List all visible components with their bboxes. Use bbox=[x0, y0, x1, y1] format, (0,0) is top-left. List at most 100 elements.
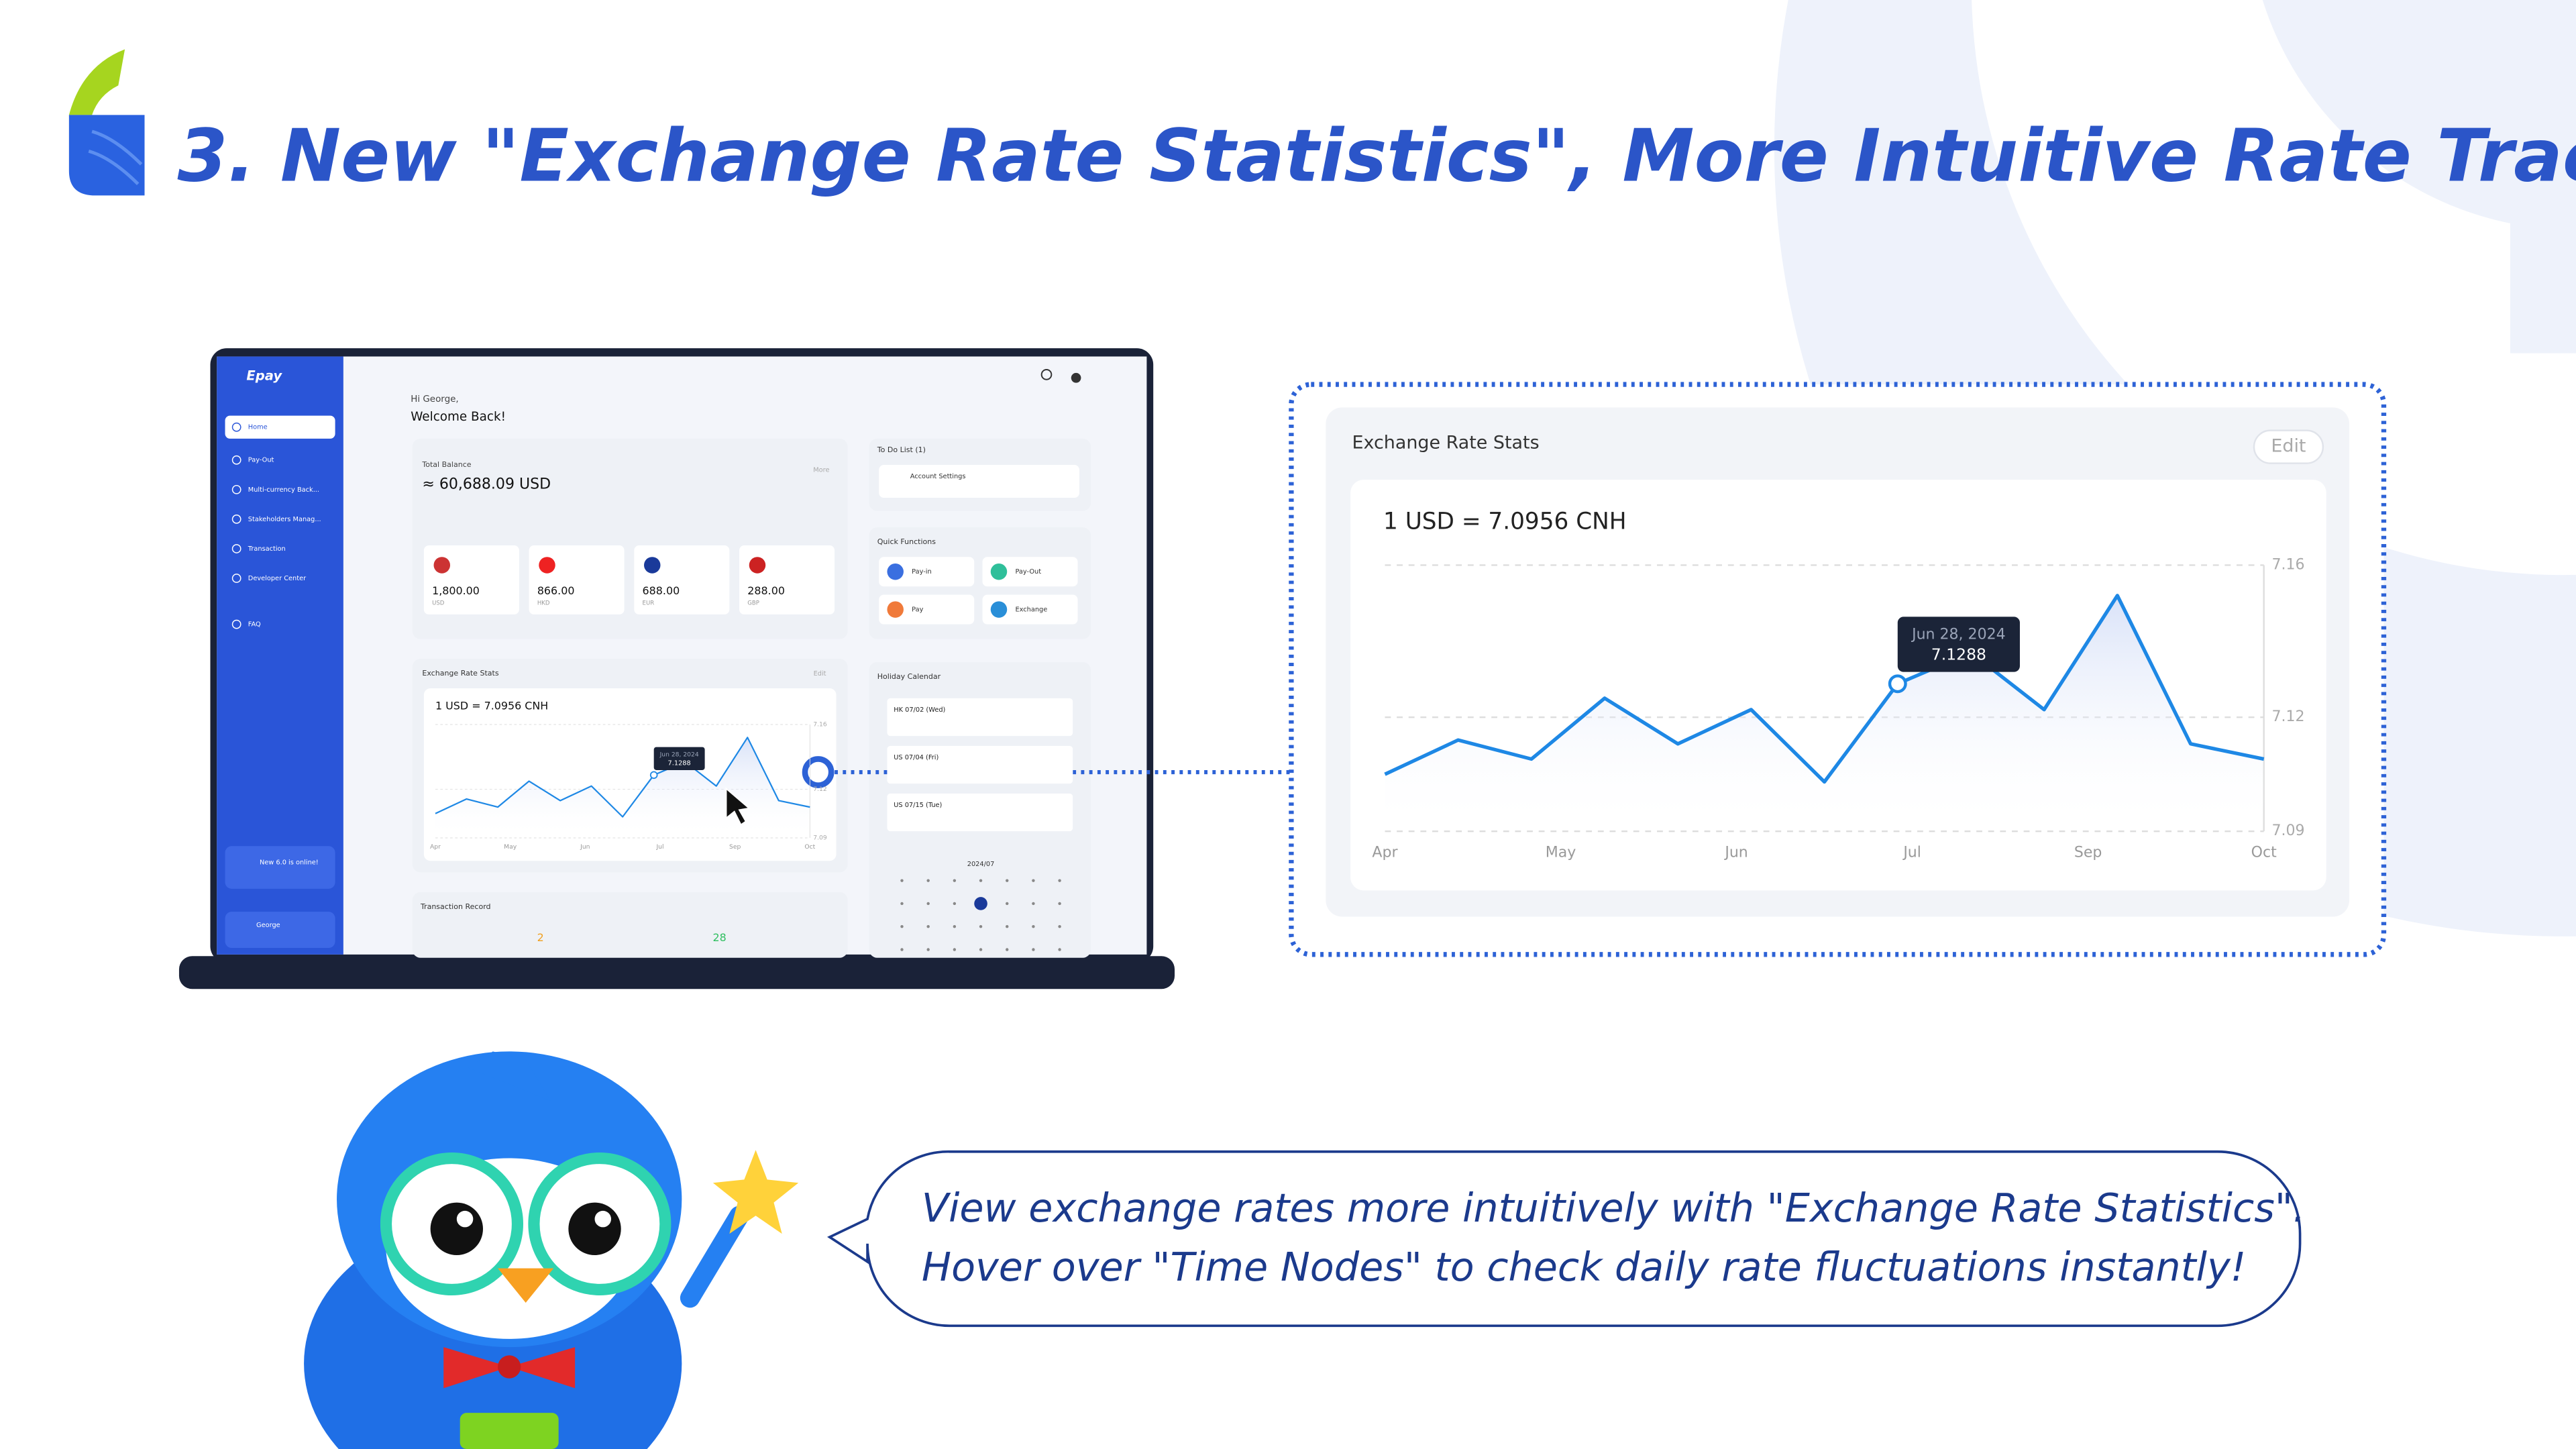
message-line: Hover over "Time Nodes" to check daily r… bbox=[922, 1244, 2246, 1290]
calendar-day bbox=[953, 902, 957, 906]
speech-bubble bbox=[826, 1150, 2302, 1328]
edit-button[interactable]: Edit bbox=[2271, 436, 2306, 457]
nav-icon bbox=[231, 574, 241, 583]
nav-icon bbox=[231, 619, 241, 629]
x-tick-label: Jun bbox=[1723, 845, 1748, 861]
x-tick-label: Jun bbox=[580, 843, 590, 851]
more-link[interactable]: More bbox=[813, 466, 829, 474]
card-title: To Do List (1) bbox=[877, 445, 926, 454]
rate-headline: 1 USD = 7.0956 CNH bbox=[435, 700, 548, 712]
holiday-text: US 07/15 (Tue) bbox=[894, 802, 942, 809]
calendar-day bbox=[953, 925, 957, 928]
balance-amount: ≈ 60,688.09 USD bbox=[422, 476, 551, 492]
quick-button bbox=[982, 594, 1078, 625]
quick-item[interactable]: Exchange bbox=[1015, 606, 1047, 614]
calendar-day bbox=[900, 902, 904, 906]
todo-item: Account Settings bbox=[910, 473, 966, 480]
calendar-day bbox=[926, 902, 930, 906]
flag bbox=[433, 557, 451, 574]
calendar-day bbox=[1032, 925, 1035, 928]
welcome: Welcome Back! bbox=[411, 410, 506, 424]
user-name: George bbox=[256, 922, 280, 929]
quick-item[interactable]: Pay-in bbox=[912, 568, 932, 576]
nav-item[interactable]: Home bbox=[248, 424, 268, 431]
nav-item[interactable]: Stakeholders Manag... bbox=[248, 516, 321, 523]
nav-item[interactable]: Transaction bbox=[248, 545, 286, 553]
rate-area bbox=[1385, 595, 2264, 832]
nav-item[interactable]: FAQ bbox=[248, 621, 261, 629]
flag bbox=[749, 557, 766, 574]
calendar-day bbox=[979, 948, 983, 951]
calendar-day bbox=[926, 948, 930, 951]
active-nav bbox=[225, 415, 335, 439]
rate-line bbox=[435, 737, 810, 818]
x-tick-label: May bbox=[504, 843, 517, 851]
tooltip bbox=[653, 747, 705, 770]
nav-icon bbox=[231, 544, 241, 553]
tooltip-value: 7.1288 bbox=[1931, 645, 1986, 663]
rate-area bbox=[435, 737, 810, 838]
calendar-day bbox=[979, 879, 983, 882]
card-title: Quick Functions bbox=[877, 537, 936, 546]
x-tick-label: Apr bbox=[430, 843, 441, 851]
calendar-day bbox=[974, 897, 987, 910]
panel-title: Exchange Rate Stats bbox=[1352, 433, 1540, 453]
currency-code: USD bbox=[432, 600, 445, 606]
balance-label: Total Balance bbox=[421, 460, 471, 469]
calendar-day bbox=[1058, 948, 1061, 951]
quick-item[interactable]: Pay bbox=[912, 606, 923, 614]
y-tick-label: 7.12 bbox=[2271, 708, 2304, 725]
slide-title: 3. New "Exchange Rate Statistics", More … bbox=[177, 114, 2576, 198]
currency-code: GBP bbox=[747, 600, 759, 606]
calendar-month: 2024/07 bbox=[967, 861, 995, 868]
rate-line bbox=[1384, 594, 2265, 784]
x-tick-label: Jul bbox=[655, 843, 663, 851]
count: 2 bbox=[537, 931, 544, 944]
y-tick-label: 7.12 bbox=[813, 786, 826, 793]
tooltip-date: Jun 28, 2024 bbox=[1911, 627, 2006, 643]
time-node[interactable] bbox=[1888, 674, 1907, 694]
y-tick-label: 7.09 bbox=[813, 834, 827, 841]
holiday-entry bbox=[887, 793, 1073, 832]
calendar-day bbox=[1032, 948, 1035, 951]
tooltip-value: 7.1288 bbox=[668, 760, 691, 767]
holiday-entry bbox=[887, 745, 1073, 784]
x-tick-label: Apr bbox=[1372, 845, 1398, 861]
edit-button[interactable]: Edit bbox=[814, 670, 826, 678]
x-tick-label: Sep bbox=[729, 843, 741, 851]
card-title: Holiday Calendar bbox=[877, 672, 941, 681]
flag bbox=[644, 557, 661, 574]
y-tick-label: 7.16 bbox=[813, 721, 827, 729]
calendar-day bbox=[979, 925, 983, 928]
laptop bbox=[178, 348, 1175, 989]
calendar-day bbox=[1058, 879, 1061, 882]
calendar-day bbox=[953, 879, 957, 882]
currency-amount: 288.00 bbox=[747, 584, 785, 597]
promo: New 6.0 is online! bbox=[260, 859, 319, 867]
quick-button bbox=[879, 594, 975, 625]
nav-icon bbox=[231, 422, 241, 432]
holiday-entry bbox=[887, 698, 1073, 737]
calendar-day bbox=[1032, 879, 1035, 882]
mascot bbox=[304, 1051, 799, 1449]
calendar-day bbox=[926, 879, 930, 882]
message-line: View exchange rates more intuitively wit… bbox=[922, 1185, 2306, 1231]
calendar-day bbox=[900, 925, 904, 928]
time-node[interactable] bbox=[649, 771, 658, 780]
focus-ring bbox=[802, 756, 835, 788]
quick-icon bbox=[887, 601, 904, 618]
calendar-day bbox=[1006, 925, 1009, 928]
rate-headline: 1 USD = 7.0956 CNH bbox=[1383, 508, 1627, 535]
greeting: Hi George, bbox=[411, 394, 458, 405]
currency-amount: 1,800.00 bbox=[432, 584, 480, 597]
x-tick-label: Oct bbox=[2251, 845, 2277, 861]
x-tick-label: Oct bbox=[804, 843, 815, 851]
nav-item[interactable]: Pay-Out bbox=[248, 457, 274, 464]
nav-item[interactable]: Multi-currency Back... bbox=[248, 486, 319, 494]
quick-item[interactable]: Pay-Out bbox=[1015, 568, 1041, 576]
calendar-day bbox=[926, 925, 930, 928]
nav-item[interactable]: Developer Center bbox=[248, 575, 307, 582]
calendar-day bbox=[1058, 925, 1061, 928]
calendar-day bbox=[1058, 902, 1061, 906]
